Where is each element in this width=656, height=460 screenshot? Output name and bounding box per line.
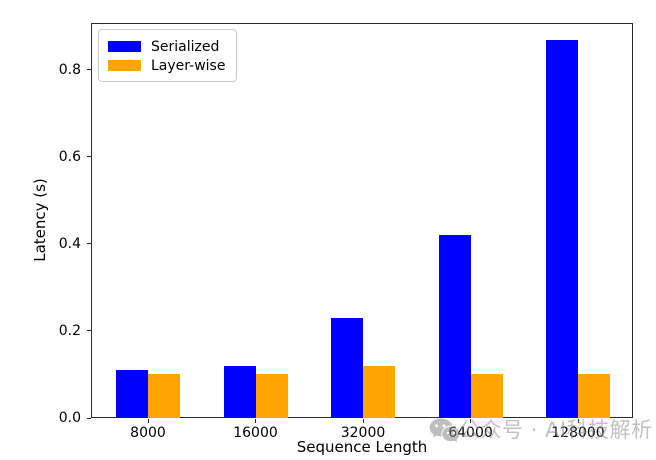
legend-row-layer-wise: Layer-wise bbox=[108, 56, 226, 75]
y-tick bbox=[87, 417, 91, 419]
x-tick-label: 32000 bbox=[340, 425, 386, 441]
x-tick bbox=[147, 419, 149, 423]
legend-label: Serialized bbox=[151, 38, 220, 55]
bar-serialized-64000 bbox=[438, 235, 471, 418]
x-tick bbox=[255, 419, 256, 423]
legend-swatch-serialized bbox=[108, 41, 141, 52]
x-tick-label: 8000 bbox=[130, 425, 166, 441]
bar-layer-wise-8000 bbox=[148, 374, 180, 418]
y-tick bbox=[87, 69, 91, 71]
legend: Serialized Layer-wise bbox=[98, 29, 237, 82]
y-tick bbox=[87, 156, 91, 158]
y-tick-label: 0.2 bbox=[58, 322, 81, 339]
bar-layer-wise-64000 bbox=[470, 374, 503, 418]
y-tick-label: 0.4 bbox=[58, 235, 81, 252]
y-tick-label: 0.8 bbox=[58, 61, 81, 78]
y-tick bbox=[87, 330, 91, 332]
bar-layer-wise-32000 bbox=[363, 365, 395, 418]
x-tick bbox=[362, 419, 364, 423]
x-tick-label: 64000 bbox=[448, 425, 493, 441]
y-tick-label: 0.0 bbox=[58, 410, 81, 426]
x-tick bbox=[577, 419, 579, 423]
legend-label: Layer-wise bbox=[151, 57, 226, 74]
bar-serialized-128000 bbox=[546, 39, 578, 418]
legend-swatch-layer-wise bbox=[108, 60, 141, 71]
bar-serialized-16000 bbox=[223, 365, 256, 418]
bar-serialized-8000 bbox=[116, 370, 148, 418]
bar-layer-wise-128000 bbox=[578, 374, 610, 418]
x-tick bbox=[470, 419, 471, 423]
y-tick-label: 0.6 bbox=[58, 148, 81, 165]
bar-serialized-32000 bbox=[331, 317, 363, 418]
y-tick bbox=[87, 243, 91, 245]
x-axis-label: Sequence Length bbox=[296, 438, 428, 456]
x-tick-label: 128000 bbox=[551, 425, 605, 441]
x-tick-label: 16000 bbox=[233, 425, 278, 441]
legend-row-serialized: Serialized bbox=[108, 37, 226, 56]
bar-layer-wise-16000 bbox=[255, 374, 288, 418]
